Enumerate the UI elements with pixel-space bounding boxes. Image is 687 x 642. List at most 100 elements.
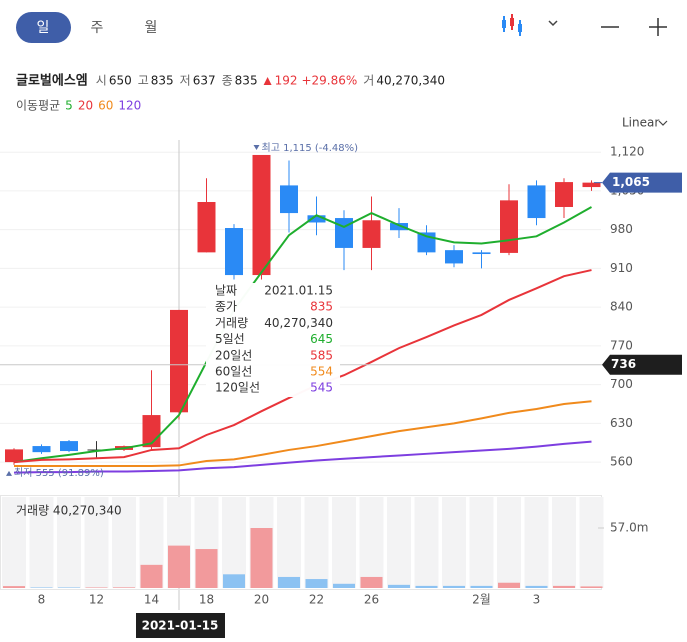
tab-selected-bg	[16, 12, 71, 43]
volume-bar	[250, 528, 273, 588]
volume-bar	[113, 587, 135, 588]
x-tick-label: 2월	[472, 593, 491, 607]
volume-bar	[498, 582, 520, 588]
volume-bar	[3, 586, 25, 588]
selected-date: 2021-01-15	[142, 619, 219, 633]
volume-bar	[525, 585, 548, 588]
y-tick-label: 770	[610, 338, 633, 352]
crosshair-tag	[602, 354, 682, 375]
candle-body	[225, 228, 243, 276]
ma-line	[14, 400, 592, 467]
volume-bar	[443, 585, 465, 588]
zoom-in-button[interactable]	[649, 18, 667, 36]
scale-chevron[interactable]	[658, 120, 668, 126]
volume-slot-bg	[524, 497, 549, 588]
annotation-arrow	[253, 144, 260, 150]
volume-bar	[415, 585, 438, 588]
tab[interactable]: 주	[91, 20, 104, 36]
volume-slot-bg	[29, 497, 54, 588]
tooltip-label: 120일선	[215, 381, 260, 395]
volume-slot-bg	[442, 497, 466, 588]
volume-bar	[195, 549, 218, 588]
y-tick-label: 840	[610, 300, 633, 314]
candle-body	[60, 441, 78, 452]
change-pct: +29.86%	[301, 74, 357, 88]
volume-slot-bg	[387, 497, 411, 588]
x-tick-label: 18	[199, 593, 214, 607]
tooltip-label: 20일선	[215, 348, 252, 362]
tooltip-value: 554	[310, 365, 333, 379]
legend-entry: 20	[78, 99, 93, 113]
volume-slot-bg	[84, 497, 109, 588]
candle-body	[335, 218, 353, 248]
ma-line	[13, 206, 592, 464]
x-tick-label: 8	[38, 593, 46, 607]
ma-line	[13, 440, 592, 474]
up-triangle	[263, 77, 272, 85]
volume-slot-bg	[222, 497, 246, 588]
legend-entry: 120	[118, 99, 141, 113]
candle-body	[170, 309, 188, 413]
tab[interactable]: 일	[37, 20, 50, 36]
volume-bar	[58, 587, 80, 588]
candle-body	[5, 449, 23, 463]
x-tick-label: 20	[254, 593, 269, 607]
selected-date-bg	[136, 613, 225, 638]
volume-slot-bg	[497, 497, 521, 588]
candle-body	[445, 250, 463, 264]
chart-type-button[interactable]	[502, 14, 522, 36]
ma-legend-title: 이동평균	[16, 99, 60, 113]
candle-body	[555, 182, 573, 207]
tooltip-label: 거래량	[215, 316, 248, 330]
tooltip-value: 40,270,340	[264, 316, 333, 330]
y-tick-label: 910	[610, 261, 633, 275]
volume-slot-bg	[332, 497, 356, 588]
volume-bar	[30, 587, 53, 588]
tab[interactable]: 월	[145, 20, 158, 36]
annotation: 최고 1,115 (-4.48%)	[262, 142, 359, 154]
volume-label: 거	[363, 74, 374, 88]
volume-bar	[278, 576, 300, 588]
volume-slot-bg	[414, 497, 439, 588]
legend-entry: 60	[98, 99, 113, 113]
tooltip-value: 835	[310, 300, 333, 314]
field-value: 835	[235, 74, 258, 88]
volume-bar	[85, 587, 108, 588]
legend-entry: 5	[65, 99, 73, 113]
volume-slot-bg	[2, 497, 26, 588]
field-label: 고	[138, 74, 149, 88]
candle-body	[252, 154, 271, 276]
x-tick-label: 14	[144, 593, 159, 607]
change: 192	[275, 74, 298, 88]
candle-body	[527, 185, 546, 219]
volume-bar	[388, 584, 410, 588]
volume-bar	[360, 576, 383, 588]
tooltip-value: 645	[310, 332, 333, 346]
field-label: 저	[180, 74, 191, 88]
tooltip-label: 5일선	[215, 332, 245, 346]
volume-bar	[223, 574, 245, 588]
field-label: 종	[222, 74, 233, 88]
candle-body	[390, 223, 408, 231]
tooltip-label: 60일선	[215, 365, 252, 379]
stock-name: 글로벌에스엠	[16, 73, 88, 89]
volume-slot-bg	[469, 497, 494, 588]
field-value: 637	[193, 74, 216, 88]
volume-slot-bg	[552, 497, 576, 588]
volume-bar	[470, 585, 493, 588]
y-tick-label: 980	[610, 222, 633, 236]
x-tick-label: 26	[364, 593, 379, 607]
y-tick-label: 700	[610, 377, 633, 391]
candle-body	[307, 215, 326, 223]
tooltip-label: 종가	[215, 300, 237, 314]
candle-body	[472, 252, 491, 255]
crosshair-value: 736	[611, 357, 636, 371]
y-tick-label: 630	[610, 416, 633, 430]
y-tick-label: 57.0m	[610, 521, 648, 535]
scale-mode[interactable]: Linear	[622, 116, 659, 130]
volume-value: 40,270,340	[376, 74, 445, 88]
volume-bar	[140, 564, 163, 588]
candle-body	[500, 200, 518, 253]
dropdown-chevron[interactable]	[548, 20, 558, 27]
